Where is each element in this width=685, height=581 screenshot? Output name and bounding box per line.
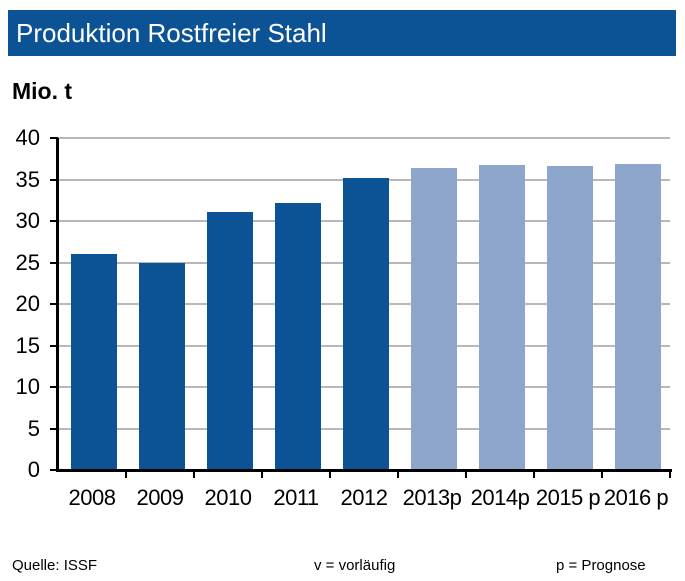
bar-2015p bbox=[547, 166, 593, 470]
x-tick-label: 2010 bbox=[204, 485, 252, 510]
x-tick-label: 2015 p bbox=[535, 485, 601, 510]
x-tick-label: 2011 bbox=[273, 485, 319, 510]
x-tick-label: 2013p bbox=[402, 485, 462, 510]
bar-2016p bbox=[615, 163, 661, 470]
bar-2012 bbox=[343, 177, 389, 470]
chart-title: Produktion Rostfreier Stahl bbox=[8, 10, 676, 56]
y-tick bbox=[50, 220, 58, 222]
y-axis bbox=[56, 138, 59, 472]
bar-2008 bbox=[71, 254, 117, 470]
y-tick bbox=[50, 178, 58, 181]
y-tick-label: 25 bbox=[15, 249, 40, 275]
source-note: Quelle: ISSF bbox=[12, 557, 98, 574]
x-tick bbox=[125, 471, 127, 478]
x-tick bbox=[601, 471, 603, 478]
y-tick-label: 10 bbox=[15, 374, 40, 399]
x-tick bbox=[533, 471, 535, 478]
x-tick bbox=[669, 471, 671, 478]
y-tick-label: 15 bbox=[15, 332, 40, 358]
x-tick bbox=[397, 471, 399, 478]
y-tick bbox=[50, 303, 58, 305]
x-tick-label: 2016 p bbox=[603, 485, 669, 510]
y-tick bbox=[50, 261, 58, 264]
bar-2009 bbox=[139, 263, 185, 470]
bar-2010 bbox=[207, 211, 253, 470]
x-tick-label: 2014p bbox=[470, 485, 530, 510]
y-tick bbox=[50, 386, 58, 388]
preliminary-note: v = vorläufig bbox=[314, 557, 396, 574]
y-tick bbox=[50, 469, 58, 471]
unit-label: Mio. t bbox=[12, 78, 73, 104]
forecast-note: p = Prognose bbox=[556, 557, 646, 574]
y-tick-label: 35 bbox=[15, 166, 40, 192]
bar-2011 bbox=[275, 202, 321, 470]
y-tick bbox=[50, 344, 58, 347]
plot-area bbox=[58, 137, 670, 470]
x-tick bbox=[261, 471, 263, 478]
y-tick bbox=[50, 427, 58, 430]
x-tick bbox=[193, 471, 195, 478]
x-tick bbox=[329, 471, 331, 478]
x-tick-label: 2008 bbox=[68, 485, 116, 510]
x-axis bbox=[56, 469, 672, 472]
y-tick-label: 0 bbox=[27, 457, 40, 482]
y-tick bbox=[50, 137, 58, 139]
y-tick-label: 30 bbox=[15, 208, 40, 233]
y-tick-label: 20 bbox=[15, 291, 40, 316]
gridline bbox=[58, 137, 670, 139]
x-tick bbox=[465, 471, 467, 478]
y-tick-label: 40 bbox=[15, 125, 40, 150]
y-tick-label: 5 bbox=[27, 415, 40, 441]
bar-2014p bbox=[479, 165, 525, 470]
x-tick-label: 2009 bbox=[136, 485, 184, 510]
bar-2013p bbox=[411, 167, 457, 470]
x-tick-label: 2012 bbox=[340, 485, 388, 510]
